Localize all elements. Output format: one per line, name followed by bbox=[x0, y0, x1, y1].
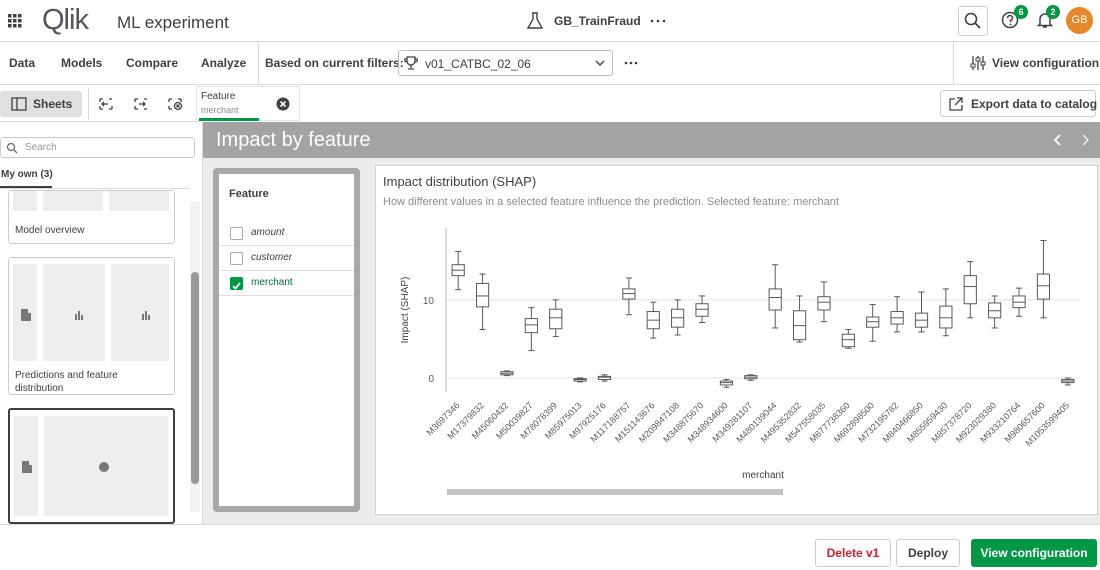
y-axis-label: Impact (SHAP) bbox=[400, 277, 411, 344]
y-tick-label: 10 bbox=[423, 296, 435, 307]
filter-chip-value: merchant bbox=[201, 105, 239, 115]
selection-tools[interactable] bbox=[98, 95, 188, 113]
deploy-button[interactable]: Deploy bbox=[896, 539, 960, 567]
checkbox[interactable] bbox=[230, 252, 243, 265]
chart-title: Impact distribution (SHAP) bbox=[383, 174, 536, 189]
apps-icon[interactable] bbox=[8, 14, 22, 28]
export-icon bbox=[949, 97, 963, 111]
box bbox=[695, 303, 709, 317]
export-button[interactable]: Export data to catalog bbox=[940, 90, 1098, 117]
delete-button[interactable]: Delete v1 bbox=[815, 539, 891, 567]
box bbox=[963, 275, 977, 305]
checkbox[interactable] bbox=[230, 277, 243, 290]
filter-chip[interactable]: Feature merchant bbox=[196, 86, 300, 121]
more-icon[interactable] bbox=[624, 61, 638, 65]
notification-badge: 2 bbox=[1046, 5, 1060, 19]
feature-list: Feature amount customer merchant bbox=[213, 168, 360, 512]
chart-subtitle: How different values in a selected featu… bbox=[383, 196, 839, 208]
check bbox=[232, 282, 241, 290]
help-icon[interactable] bbox=[1001, 11, 1019, 29]
avatar[interactable]: GB bbox=[1066, 7, 1093, 34]
chart-panel bbox=[375, 165, 1098, 515]
sheets-button[interactable]: Sheets bbox=[0, 91, 82, 117]
more-icon[interactable] bbox=[650, 19, 666, 23]
sheet-card[interactable]: Predictions and feature distribution bbox=[8, 257, 175, 395]
box bbox=[597, 375, 612, 381]
box bbox=[939, 305, 953, 329]
model-select[interactable]: v01_CATBC_02_06 bbox=[398, 50, 613, 76]
logo[interactable]: Qlik bbox=[42, 4, 89, 36]
export-label: Export data to catalog bbox=[971, 97, 1098, 111]
box bbox=[768, 288, 782, 311]
feature-item[interactable]: merchant bbox=[219, 271, 354, 296]
view-configuration-button[interactable]: View configuration bbox=[971, 539, 1097, 567]
sheet-title: Model overview bbox=[15, 225, 85, 236]
sheets-label: Sheets bbox=[33, 97, 73, 111]
checkbox[interactable] bbox=[230, 227, 243, 240]
sheets-icon bbox=[11, 97, 27, 111]
nav-tab[interactable]: Models bbox=[61, 56, 103, 70]
feature-list-title: Feature bbox=[229, 188, 269, 200]
trophy-icon bbox=[404, 56, 418, 70]
view-configuration-link[interactable]: View configuration bbox=[992, 56, 1100, 70]
sidebar: Search My own (3) Model overview Predict… bbox=[0, 122, 203, 524]
nav-tab[interactable]: Analyze bbox=[201, 56, 247, 70]
box bbox=[841, 333, 855, 348]
sheet-title: Impact by feature bbox=[216, 129, 371, 151]
feature-label: customer bbox=[251, 252, 293, 263]
sheet-title-bar: Impact by feature bbox=[203, 122, 1100, 158]
search-input[interactable]: Search bbox=[0, 137, 195, 158]
search-icon bbox=[964, 12, 981, 29]
clear-filter-icon[interactable] bbox=[276, 97, 290, 111]
nav-tab[interactable]: Compare bbox=[126, 56, 179, 70]
settings-icon bbox=[970, 56, 986, 70]
sheet-card[interactable]: Model overview bbox=[8, 190, 175, 244]
search-button[interactable] bbox=[958, 6, 988, 36]
sheet-thumb-icons bbox=[21, 309, 150, 321]
model-select-value: v01_CATBC_02_06 bbox=[425, 57, 531, 71]
tab-my-own[interactable]: My own (3) bbox=[1, 169, 53, 180]
feature-item[interactable]: amount bbox=[219, 221, 354, 246]
sheet-thumb-icons bbox=[22, 461, 109, 473]
y-tick-label: 0 bbox=[428, 374, 434, 385]
x-axis-label: merchant bbox=[742, 470, 784, 481]
box bbox=[524, 318, 538, 334]
feature-label: amount bbox=[251, 227, 285, 238]
app-title: ML experiment bbox=[117, 13, 229, 32]
sheet-title: Predictions and feature distribution bbox=[15, 370, 118, 394]
scrollbar[interactable] bbox=[190, 202, 200, 512]
nav-tab[interactable]: Data bbox=[9, 56, 36, 70]
experiment-name[interactable]: GB_TrainFraud bbox=[554, 14, 641, 28]
search-icon bbox=[6, 142, 18, 154]
filter-label: Based on current filters: bbox=[265, 56, 404, 70]
filter-chip-label: Feature bbox=[201, 91, 236, 102]
feature-item[interactable]: customer bbox=[219, 246, 354, 271]
search-placeholder: Search bbox=[25, 142, 57, 153]
box bbox=[1036, 273, 1051, 300]
chevron-down bbox=[595, 60, 605, 67]
box bbox=[475, 282, 490, 308]
sheet-card-selected[interactable] bbox=[8, 408, 175, 524]
feature-label: merchant bbox=[251, 277, 293, 288]
chart-scrollbar[interactable] bbox=[447, 489, 783, 495]
flask-icon bbox=[527, 12, 543, 29]
help-badge: 6 bbox=[1014, 5, 1028, 19]
chart: Impact distribution (SHAP) How different… bbox=[383, 174, 1080, 495]
box bbox=[817, 296, 831, 311]
x-tick-label: M1053599405 bbox=[1023, 400, 1071, 448]
sheet-nav[interactable] bbox=[1053, 134, 1093, 146]
box bbox=[549, 308, 563, 330]
